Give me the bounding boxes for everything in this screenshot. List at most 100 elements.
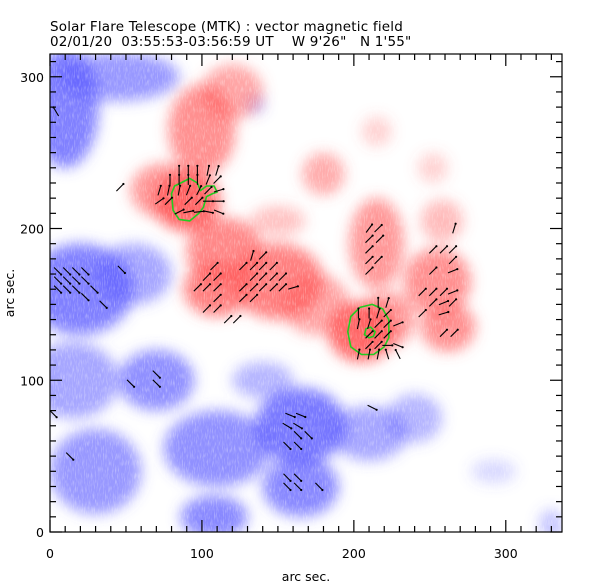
field-vector [53,285,63,294]
field-vector [374,330,383,339]
field-vector [205,174,211,185]
field-vector [53,276,63,285]
field-vector [283,441,292,451]
field-vector [202,283,212,292]
field-vector [365,330,374,339]
field-vector [385,297,390,308]
field-vector [428,266,438,275]
field-vector [90,285,99,294]
field-vector [213,175,222,184]
field-vector [258,261,268,271]
field-vector [203,200,215,203]
field-vector [377,296,380,308]
plot-frame [49,53,563,533]
chart-title: Solar Flare Telescope (MTK) : vector mag… [50,19,403,35]
observation-date: 02/01/20 [50,34,113,50]
field-vector [439,245,449,254]
contour-umbra-west-outer [346,303,390,356]
field-vector [315,482,324,492]
field-vector [223,314,233,324]
field-vector [269,261,278,271]
field-vector [154,197,165,205]
field-vector [196,173,199,185]
field-vector [81,267,90,276]
field-vector [383,330,392,339]
field-vector [365,340,374,350]
field-vector [50,409,58,419]
field-vector [184,196,193,206]
field-vector [126,379,136,388]
field-vector [210,261,219,271]
field-vector [65,452,75,461]
field-vector [394,348,401,360]
field-vector [383,308,392,318]
contour-umbra-west-inner [363,326,376,339]
field-vector [428,287,438,297]
field-vector [418,308,427,318]
field-vector [448,298,458,307]
field-vector [177,184,182,196]
field-vector [239,293,248,303]
field-vector [356,348,361,360]
y-tick-label: 0 [36,525,44,540]
field-vector [62,267,72,276]
field-vector [213,304,222,313]
field-vector [448,245,458,254]
field-vector [438,299,450,306]
field-vector [202,304,212,313]
field-vector [258,251,268,260]
field-vector [213,272,222,281]
field-vector [368,307,371,319]
field-vector [282,422,293,430]
x-tick-label: 200 [342,546,366,561]
x-tick-label: 300 [494,546,518,561]
field-vector [81,276,90,285]
field-vector [249,272,259,281]
field-vector [185,184,192,196]
field-vector [293,422,303,430]
field-vector [367,404,378,411]
field-vector [213,283,222,292]
field-vector [250,249,255,261]
field-vector [116,182,125,192]
field-vector [365,223,374,233]
field-vector [206,164,211,176]
field-vector [447,289,459,295]
field-vector [71,285,81,294]
field-vector [450,328,459,338]
field-vector [99,300,108,309]
field-vector [304,430,313,440]
latitude-readout: N 1'55" [359,34,412,50]
field-vector [356,318,361,330]
field-vector [239,283,248,292]
field-vector [357,307,360,319]
y-axis-label: arc sec. [2,269,17,317]
field-vector [249,261,259,271]
field-vector [166,184,171,196]
field-vector [152,379,161,388]
field-vector [365,245,374,254]
field-vector [278,283,288,292]
field-vector [383,319,392,328]
field-vector [258,283,268,292]
field-vector [447,268,459,274]
contour-umbra-east [170,177,218,222]
field-vector [376,348,381,360]
field-vector [187,173,190,185]
field-vector [382,344,394,347]
field-vector [428,298,438,307]
field-vector [384,348,390,360]
field-vector [249,283,259,292]
field-vector [204,185,213,195]
field-vector [365,266,374,275]
y-tick-label: 200 [20,222,44,237]
field-vector [53,267,63,276]
field-vector [293,473,303,482]
field-vector [374,340,383,350]
field-vector [213,200,225,203]
field-vector [152,370,161,379]
field-vector [215,165,220,176]
field-vector [288,285,299,290]
field-vector [269,283,278,292]
